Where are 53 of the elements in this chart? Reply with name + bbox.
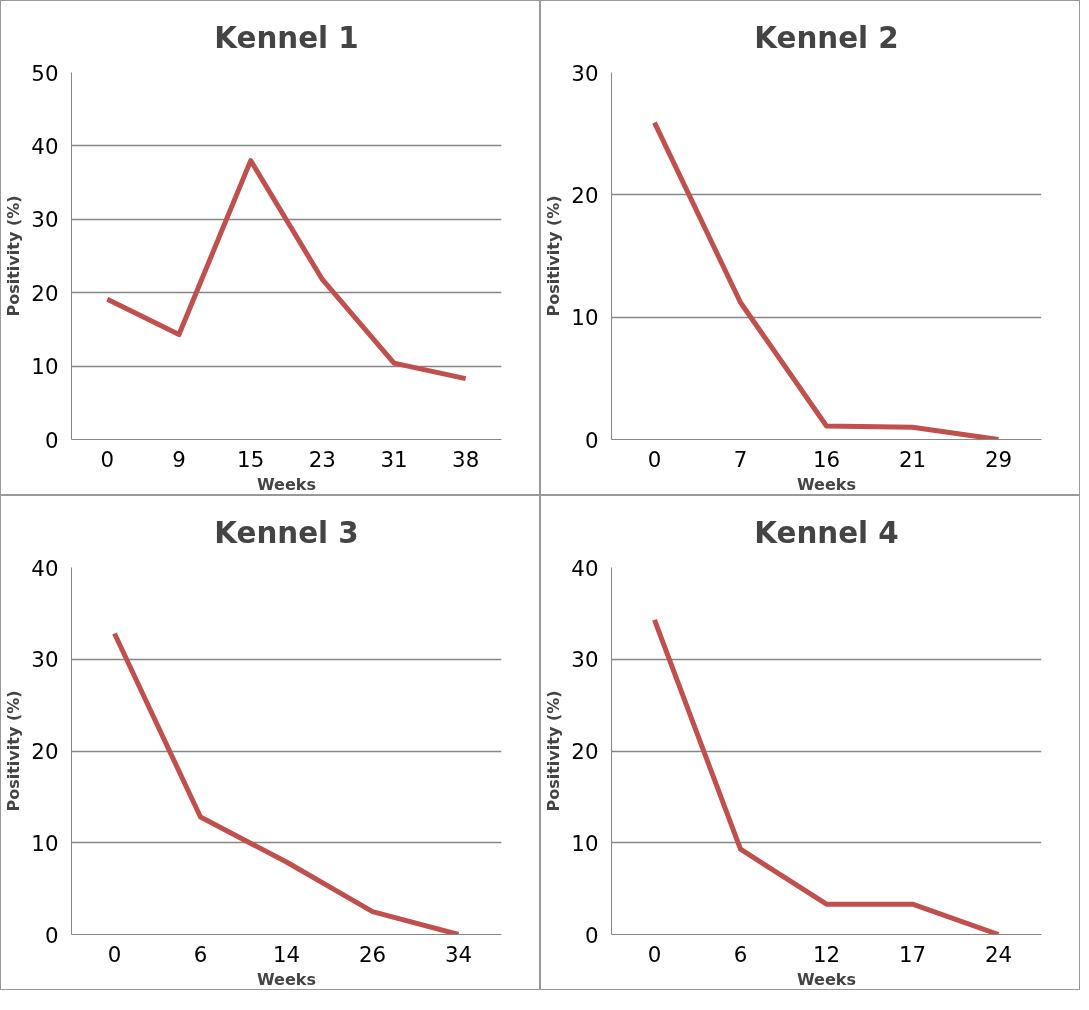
x-tick-label: 9	[172, 446, 186, 472]
x-tick-label: 15	[237, 446, 265, 472]
y-tick-label: 10	[571, 830, 599, 856]
x-tick-label: 6	[193, 941, 208, 967]
y-tick-label: 30	[571, 647, 599, 673]
x-tick-label: 6	[733, 941, 748, 967]
y-tick-label: 40	[571, 555, 599, 581]
y-axis-title: Positivity (%)	[544, 195, 564, 317]
x-tick-label: 34	[444, 941, 473, 967]
x-tick-label: 0	[647, 941, 662, 967]
y-tick-label: 30	[31, 647, 59, 673]
chart-title: Kennel 4	[754, 516, 899, 550]
x-tick-label: 17	[898, 941, 927, 967]
y-tick-label: 40	[31, 133, 59, 159]
x-tick-label: 16	[812, 446, 841, 472]
x-axis-title: Weeks	[797, 474, 856, 494]
y-tick-label: 0	[584, 427, 599, 453]
y-axis-title: Positivity (%)	[544, 690, 564, 812]
x-tick-label: 14	[272, 941, 301, 967]
x-tick-label: 38	[452, 446, 480, 472]
y-tick-label: 20	[571, 182, 599, 208]
y-tick-label: 50	[31, 60, 59, 86]
chart-title: Kennel 3	[214, 516, 359, 550]
y-tick-label: 0	[584, 922, 599, 948]
x-tick-label: 23	[308, 446, 336, 472]
x-axis-title: Weeks	[797, 969, 856, 989]
x-tick-label: 26	[358, 941, 387, 967]
chart-title: Kennel 2	[754, 21, 899, 55]
y-tick-label: 10	[31, 830, 59, 856]
y-tick-label: 30	[31, 207, 59, 233]
x-axis-title: Weeks	[257, 474, 316, 494]
x-tick-label: 0	[100, 446, 115, 472]
y-tick-label: 10	[571, 305, 599, 331]
x-axis-title: Weeks	[257, 969, 316, 989]
y-tick-label: 20	[31, 739, 59, 764]
x-tick-label: 31	[380, 446, 408, 472]
x-tick-label: 0	[107, 941, 122, 967]
y-tick-label: 0	[44, 922, 59, 948]
y-tick-label: 30	[571, 60, 599, 86]
x-tick-label: 21	[898, 446, 927, 472]
y-tick-label: 20	[31, 280, 59, 306]
y-axis-title: Positivity (%)	[4, 690, 24, 812]
x-tick-label: 0	[647, 446, 662, 472]
x-tick-label: 7	[733, 446, 748, 472]
y-tick-label: 0	[44, 427, 59, 453]
chart-title: Kennel 1	[214, 21, 359, 55]
y-tick-label: 40	[31, 555, 59, 581]
y-axis-title: Positivity (%)	[4, 195, 24, 317]
y-tick-label: 10	[31, 354, 59, 380]
x-tick-label: 24	[984, 941, 1013, 967]
x-tick-label: 29	[984, 446, 1013, 472]
x-tick-label: 12	[812, 941, 841, 967]
y-tick-label: 20	[571, 739, 599, 764]
